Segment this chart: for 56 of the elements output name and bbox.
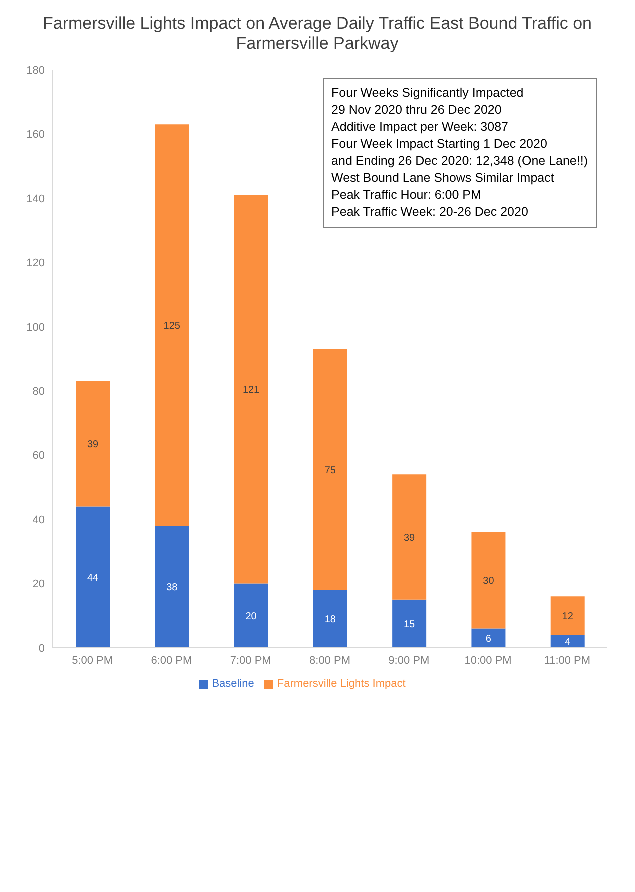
data-label: 12: [562, 611, 574, 622]
x-tick-label: 5:00 PM: [72, 654, 114, 667]
data-label: 39: [87, 440, 99, 451]
annotation: Four Week Impact Starting 1 Dec 2020: [332, 136, 548, 153]
data-label: 15: [404, 619, 416, 630]
data-label: 30: [483, 576, 495, 588]
data-label: 38: [166, 582, 178, 594]
bar: [550, 635, 585, 648]
annotation: Peak Traffic Week: 20-26 Dec 2020: [332, 204, 530, 221]
y-tick-label: 0: [38, 642, 45, 655]
y-tick-label: 180: [26, 64, 45, 77]
annotation: West Bound Lane Shows Similar Impact: [332, 170, 556, 187]
y-tick-label: 100: [26, 322, 45, 334]
data-label: 20: [246, 611, 258, 622]
bar: [472, 532, 506, 629]
data-label: 18: [324, 614, 336, 626]
annotation: Additive Impact per Week: 3087: [332, 119, 510, 136]
chart-title: Farmersville Lights Impact on Average Daily Traffic East Bound Traffic on Farmersville Parkway: [42, 13, 593, 55]
bar: [313, 590, 348, 648]
y-tick-label: 40: [32, 514, 45, 526]
x-tick-label: 7:00 PM: [230, 654, 272, 667]
data-label: 125: [164, 320, 181, 332]
annotation: 29 Nov 2020 thru 26 Dec 2020: [332, 102, 503, 119]
bar: [76, 381, 110, 507]
x-tick-label: 6:00 PM: [151, 654, 192, 667]
data-label: 44: [87, 572, 99, 584]
bar: [472, 628, 506, 648]
y-tick-label: 160: [26, 129, 45, 142]
bar: [234, 584, 268, 648]
annotation: Peak Traffic Hour: 6:00 PM: [332, 187, 482, 204]
y-tick-label: 120: [26, 258, 45, 270]
data-label: 121: [242, 385, 260, 396]
y-tick-label: 80: [32, 386, 45, 398]
data-label: 6: [486, 634, 492, 645]
y-tick-label: 60: [32, 450, 45, 462]
bar: [76, 506, 110, 648]
bar: [313, 349, 348, 590]
legend-label: Farmersville Lights Impact: [277, 678, 406, 690]
x-tick-label: 10:00 PM: [464, 654, 512, 667]
bar: [550, 596, 585, 636]
bar: [155, 526, 190, 648]
y-tick-label: 20: [32, 578, 45, 591]
annotation: and Ending 26 Dec 2020: 12,348 (One Lane!!): [332, 153, 588, 170]
x-tick-label: 11:00 PM: [544, 654, 591, 667]
x-tick-label: 8:00 PM: [310, 654, 350, 667]
bar: [155, 124, 190, 526]
y-tick-label: 140: [26, 193, 45, 206]
data-label: 4: [565, 637, 572, 648]
x-tick-label: 9:00 PM: [388, 654, 430, 667]
legend-label: Baseline: [212, 678, 254, 690]
bar: [392, 474, 427, 600]
bar: [234, 195, 268, 584]
annotation: Four Weeks Significantly Impacted: [332, 85, 525, 102]
data-label: 75: [324, 465, 336, 476]
bar: [392, 600, 427, 648]
data-label: 39: [404, 532, 416, 544]
